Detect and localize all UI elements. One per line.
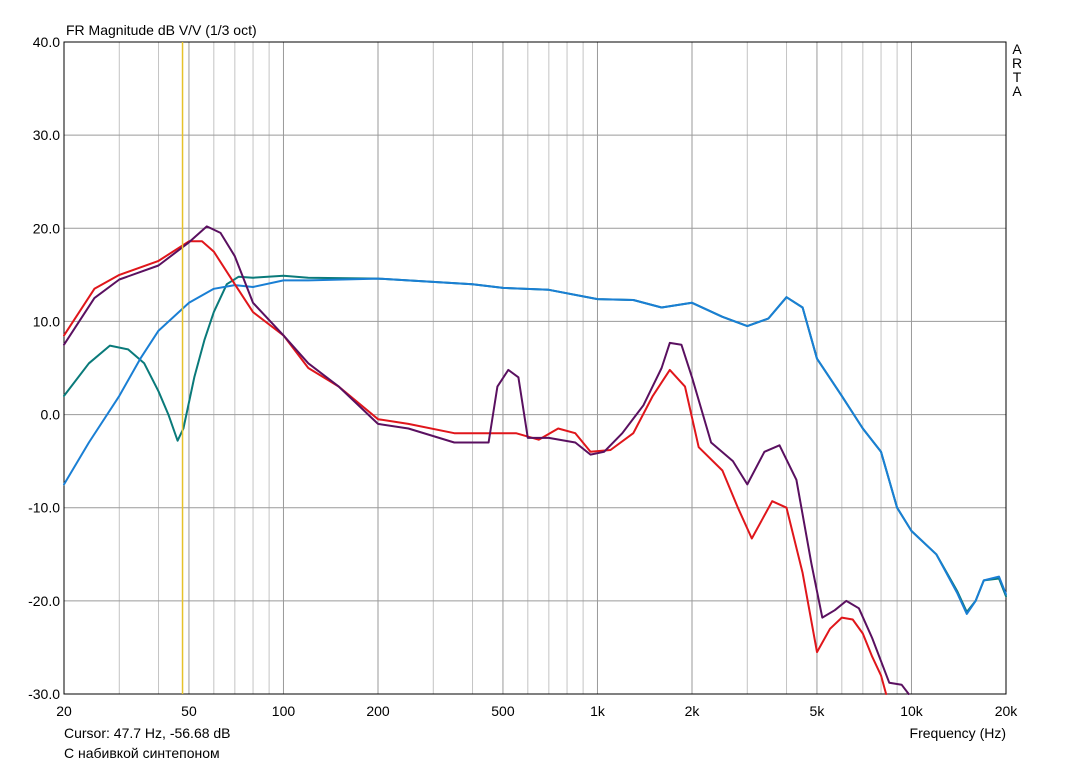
arta-brand-label: A R T A — [1010, 42, 1024, 98]
y-tick-label: 30.0 — [33, 127, 60, 143]
x-axis-ticks: 20 50 100 200 500 1k 2k 5k 10k 20k — [56, 703, 1018, 719]
x-tick-label: 50 — [181, 703, 197, 719]
series-line — [63, 240, 888, 695]
x-tick-label: 20k — [995, 703, 1019, 719]
series-line — [63, 274, 1007, 613]
y-tick-label: -20.0 — [28, 593, 60, 609]
x-tick-label: 20 — [56, 703, 72, 719]
y-tick-label: 40.0 — [33, 34, 60, 50]
x-tick-label: 5k — [810, 703, 826, 719]
cursor-readout: Cursor: 47.7 Hz, -56.68 dB — [64, 725, 231, 741]
y-tick-label: -10.0 — [28, 500, 60, 516]
y-tick-label: 20.0 — [33, 220, 60, 236]
brand-letter: A — [1012, 41, 1022, 57]
x-tick-label: 1k — [590, 703, 606, 719]
x-tick-label: 2k — [685, 703, 701, 719]
series-line — [63, 277, 1007, 615]
grid — [64, 41, 1006, 695]
plot-area-border — [63, 41, 1007, 695]
series-layer — [63, 42, 1007, 695]
y-axis-ticks: 40.0 30.0 20.0 10.0 0.0 -10.0 -20.0 -30.0 — [28, 34, 60, 702]
brand-letter: A — [1012, 83, 1022, 99]
x-axis-label: Frequency (Hz) — [909, 725, 1006, 741]
y-tick-label: 10.0 — [33, 313, 60, 329]
x-tick-label: 100 — [272, 703, 296, 719]
brand-letter: T — [1012, 69, 1022, 85]
measurement-caption: С набивкой синтепоном — [64, 745, 220, 761]
brand-letter: R — [1011, 55, 1023, 71]
x-tick-label: 10k — [900, 703, 924, 719]
y-tick-label: -30.0 — [28, 686, 60, 702]
chart-title: FR Magnitude dB V/V (1/3 oct) — [66, 22, 257, 38]
y-tick-label: 0.0 — [41, 407, 61, 423]
plot-frame — [63, 41, 1007, 695]
x-tick-label: 200 — [366, 703, 390, 719]
x-tick-label: 500 — [491, 703, 515, 719]
series-line — [63, 225, 910, 695]
